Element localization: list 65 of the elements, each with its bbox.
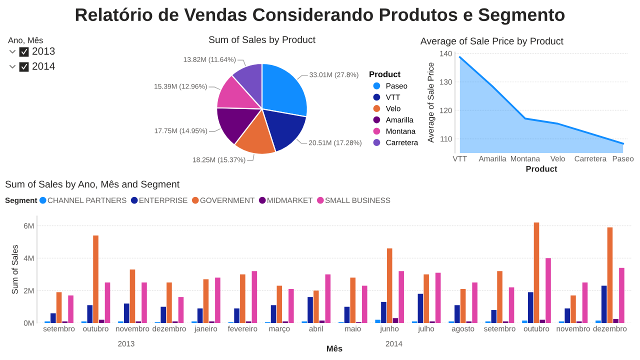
- bar: [386, 248, 392, 323]
- text: 2014: [32, 62, 55, 70]
- bar: [234, 308, 240, 323]
- legend-title: Product: [370, 71, 400, 78]
- bar: [613, 318, 618, 323]
- bar: [362, 286, 368, 323]
- bar: [87, 305, 93, 323]
- bar: [325, 274, 331, 323]
- bar: [104, 282, 110, 323]
- bar: [240, 274, 246, 323]
- bar: [619, 268, 624, 323]
- bar: [497, 271, 502, 323]
- chart-title: Sum of Sales by Product: [208, 36, 316, 46]
- bar: [435, 272, 441, 323]
- bar: [424, 274, 429, 323]
- bar: [344, 306, 350, 323]
- chart-title: Sum of Sales by Ano, Mês and Segment: [5, 180, 180, 190]
- bar: [130, 270, 136, 323]
- y-axis-title: Average of Sale Price: [428, 62, 436, 143]
- bar: [308, 297, 313, 323]
- bar: [491, 310, 497, 323]
- bar: [56, 292, 62, 323]
- bar: [570, 295, 576, 323]
- bar: [215, 278, 220, 323]
- bar: [160, 306, 166, 323]
- bar: [50, 313, 56, 323]
- bar: [276, 286, 282, 323]
- bar: [398, 271, 404, 323]
- bar: [528, 292, 534, 323]
- bar: [142, 282, 147, 323]
- bar: [381, 302, 386, 323]
- bar: [601, 286, 607, 323]
- bar: [166, 282, 172, 323]
- bar: [124, 304, 130, 323]
- bar: [418, 294, 424, 323]
- bar: [392, 318, 398, 323]
- bar: [270, 305, 276, 323]
- bar: [582, 282, 588, 323]
- bar: [546, 258, 551, 323]
- text: Relatório de Vendas Considerando Produtos e Segmento: [76, 8, 565, 25]
- bar: [472, 282, 478, 323]
- text: Ano, Mês: [8, 37, 43, 44]
- bar: [252, 271, 258, 323]
- bar: [313, 290, 319, 323]
- y-axis-title: Sum of Sales: [12, 245, 18, 294]
- text: 2013: [32, 47, 55, 55]
- bar: [508, 287, 514, 323]
- bar: [534, 222, 540, 323]
- bar: [460, 288, 466, 323]
- bar: [350, 278, 356, 323]
- bar: [99, 320, 104, 323]
- bar: [540, 320, 546, 323]
- bar: [564, 308, 570, 323]
- bar: [375, 320, 380, 323]
- bar: [288, 288, 294, 323]
- bar: [197, 308, 203, 323]
- chart-title: Average of Sale Price by Product: [420, 37, 564, 46]
- bar: [607, 227, 613, 323]
- x-axis-title: Product: [526, 166, 558, 172]
- bar: [454, 305, 460, 323]
- bar: [203, 279, 209, 323]
- bar: [68, 295, 74, 323]
- bar: [178, 297, 184, 323]
- bar: [93, 235, 98, 323]
- x-axis-title: Mês: [326, 345, 342, 352]
